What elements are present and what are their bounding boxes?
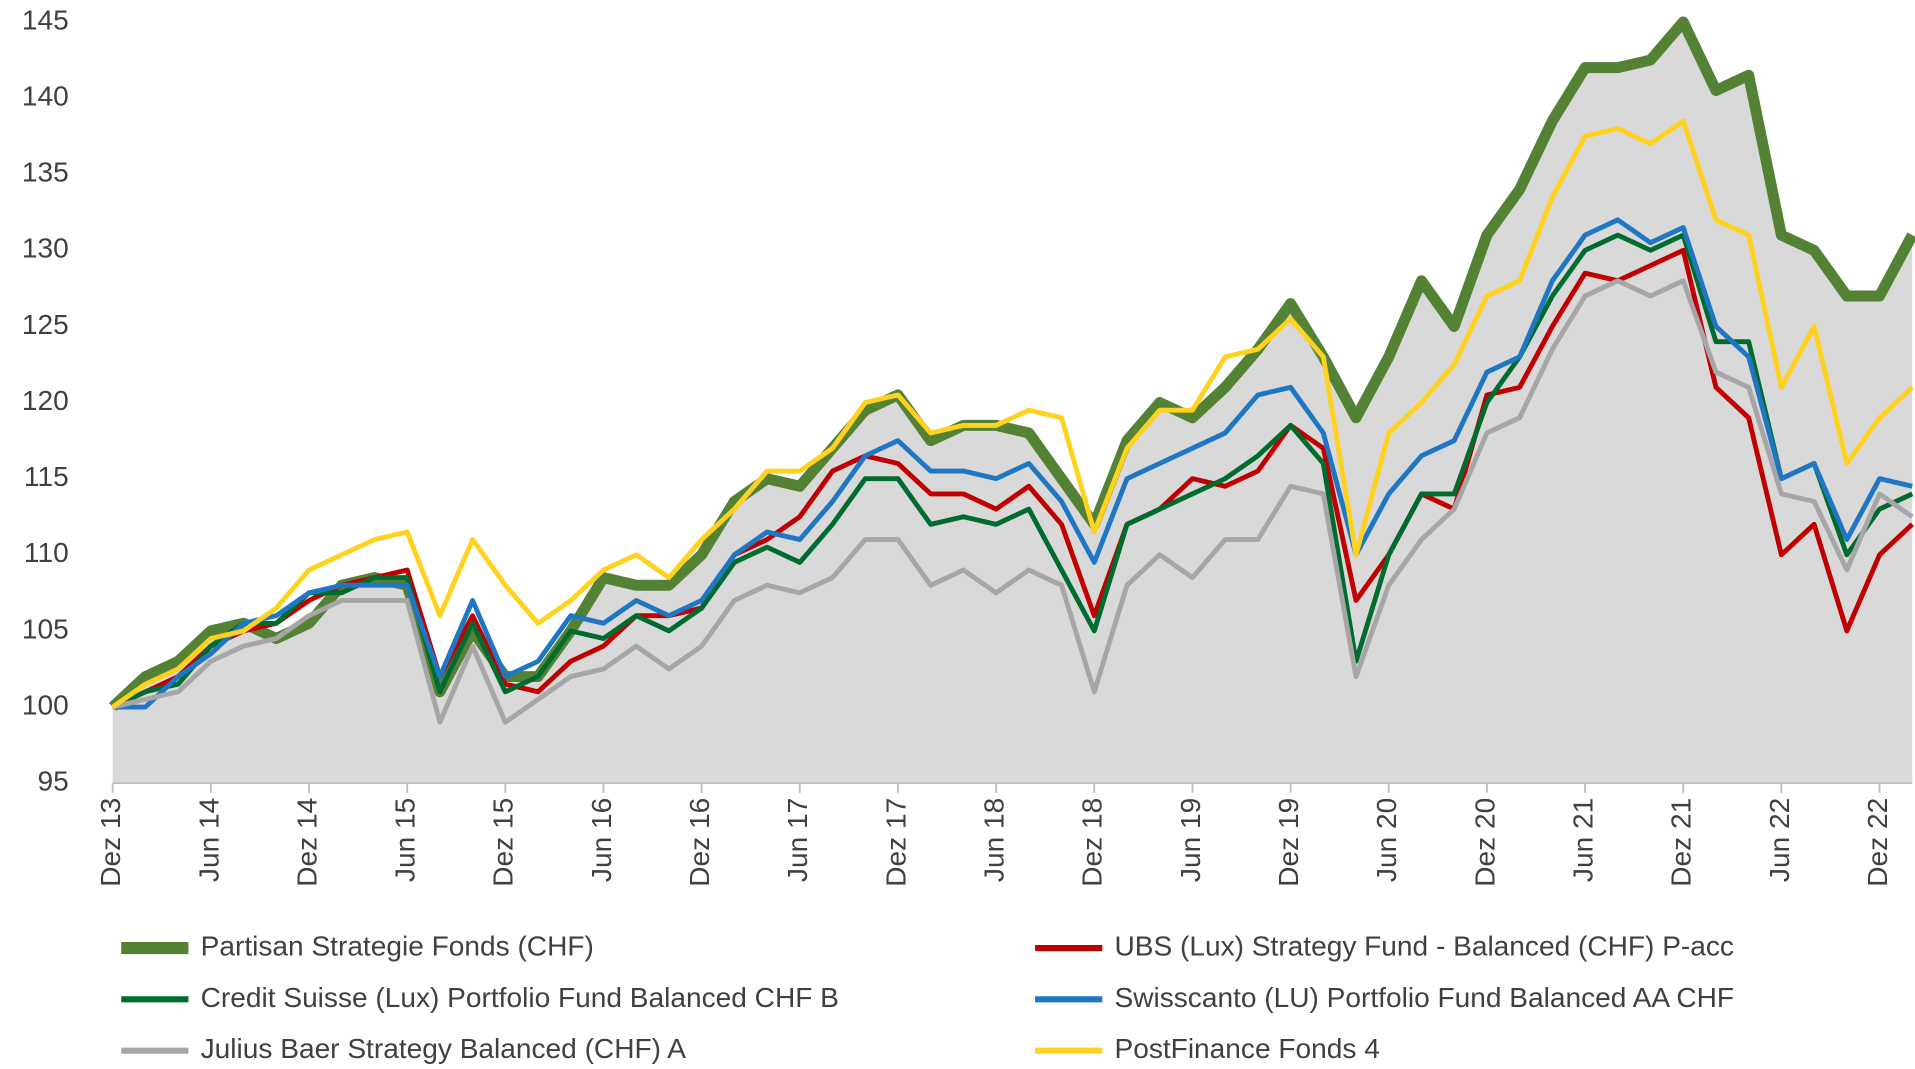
x-tick-label: Dez 17 bbox=[880, 798, 911, 887]
x-tick-label: Jun 16 bbox=[586, 798, 617, 882]
x-tick-label: Dez 21 bbox=[1666, 798, 1697, 887]
y-tick-label: 140 bbox=[22, 81, 69, 112]
x-tick-label: Jun 21 bbox=[1567, 798, 1598, 882]
series-line bbox=[112, 217, 1913, 710]
x-tick-label: Dez 15 bbox=[488, 798, 519, 887]
y-tick-label: 95 bbox=[37, 766, 68, 797]
series-line bbox=[111, 118, 1914, 710]
legend-label: Swisscanto (LU) Portfolio Fund Balanced … bbox=[1114, 982, 1734, 1013]
y-tick-label: 135 bbox=[22, 157, 69, 188]
x-tick-label: Dez 16 bbox=[684, 798, 715, 887]
x-tick-label: Jun 17 bbox=[782, 798, 813, 882]
y-tick-label: 110 bbox=[24, 537, 69, 568]
y-tick-label: 120 bbox=[22, 385, 69, 416]
series-line bbox=[112, 278, 1914, 725]
series-line bbox=[111, 247, 1914, 710]
x-tick-label: Dez 20 bbox=[1469, 798, 1500, 887]
x-tick-label: Jun 18 bbox=[979, 798, 1010, 882]
x-tick-label: Dez 13 bbox=[95, 798, 126, 887]
legend-label: PostFinance Fonds 4 bbox=[1114, 1033, 1379, 1064]
area bbox=[112, 21, 1913, 784]
x-tick-label: Jun 14 bbox=[193, 798, 224, 882]
y-tick-label: 100 bbox=[22, 689, 69, 720]
x-tick-label: Jun 22 bbox=[1764, 798, 1795, 882]
y-tick-label: 145 bbox=[22, 4, 69, 35]
legend-label: Partisan Strategie Fonds (CHF) bbox=[201, 930, 594, 961]
x-tick-label: Dez 22 bbox=[1862, 798, 1893, 887]
x-tick-label: Dez 19 bbox=[1273, 798, 1304, 887]
y-tick-label: 130 bbox=[22, 233, 69, 264]
legend-label: UBS (Lux) Strategy Fund - Balanced (CHF)… bbox=[1114, 930, 1734, 961]
x-tick-label: Jun 19 bbox=[1175, 798, 1206, 882]
x-tick-label: Dez 18 bbox=[1077, 798, 1108, 887]
legend-label: Julius Baer Strategy Balanced (CHF) A bbox=[201, 1033, 687, 1064]
y-tick-label: 125 bbox=[22, 309, 69, 340]
x-tick-label: Jun 20 bbox=[1371, 798, 1402, 882]
x-tick-label: Jun 15 bbox=[390, 798, 421, 882]
y-tick-label: 115 bbox=[24, 461, 69, 492]
y-tick-label: 105 bbox=[22, 613, 69, 644]
x-tick-label: Dez 14 bbox=[291, 798, 322, 887]
legend-label: Credit Suisse (Lux) Portfolio Fund Balan… bbox=[201, 982, 839, 1013]
